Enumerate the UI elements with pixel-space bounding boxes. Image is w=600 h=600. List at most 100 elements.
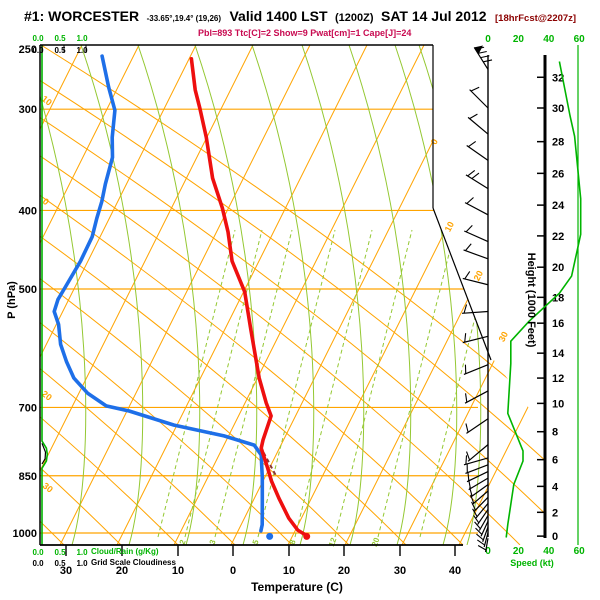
height-tick-label: 14 — [552, 348, 565, 360]
barb-feather — [473, 515, 480, 524]
speed-tick-label-bottom: 0 — [485, 546, 491, 557]
speed-tick-label-top: 0 — [485, 34, 491, 45]
pressure-tick-label: 300 — [19, 104, 37, 116]
moist-adiabat-line — [40, 45, 87, 545]
barb-feather — [469, 487, 473, 497]
cloud-rain-scale-tick: 0.0 — [32, 34, 44, 43]
mixing-ratio-line — [334, 229, 413, 538]
barb-feather — [463, 304, 468, 314]
wind-barb — [463, 457, 489, 466]
grid-cloud-scale-tick-bottom: 0.0 — [32, 559, 44, 568]
grid-cloud-scale-tick-top: 0.0 — [32, 46, 44, 55]
surface-temp-dot — [303, 532, 311, 540]
mixing-ratio-label: 8 — [288, 538, 298, 546]
plot-diagonal-border — [432, 207, 492, 361]
barb-feather — [467, 471, 470, 481]
barb-feather — [470, 86, 480, 92]
valid-date: SAT 14 Jul 2012 — [380, 8, 487, 24]
adiabat-label: 20 — [40, 389, 54, 403]
isotherm-label: 0 — [429, 137, 440, 146]
barb-feather — [465, 224, 473, 233]
speed-tick-label-top: 20 — [513, 34, 525, 45]
mixing-ratio-line — [377, 229, 456, 538]
barb-feather — [465, 243, 472, 252]
barb-feather — [464, 333, 467, 343]
temperature-tick-label: 0 — [230, 565, 236, 577]
isotherm-line — [458, 45, 545, 545]
temperature-tick-label: 40 — [449, 565, 461, 577]
wind-barb — [467, 116, 489, 135]
barb-feather — [465, 393, 468, 403]
barb-feather — [476, 533, 484, 541]
pressure-tick-label: 500 — [19, 284, 37, 296]
moist-adiabat-line — [137, 45, 201, 545]
mixing-ratio-label: 2 — [178, 538, 188, 546]
wind-barb — [471, 490, 489, 505]
wind-barb — [464, 202, 489, 216]
height-tick-label: 24 — [552, 200, 565, 212]
temperature-tick-label: 20 — [116, 565, 128, 577]
wind-barb — [466, 418, 489, 434]
barb-feather — [476, 539, 486, 546]
pressure-axis-title: P (hPa) — [6, 281, 18, 319]
barb-feather — [465, 455, 468, 465]
grid-cloud-scale-tick-top: 0.5 — [54, 46, 66, 55]
mixing-ratio-label: 12 — [327, 536, 339, 548]
dewpoint-curve — [52, 54, 265, 533]
moist-adiabat-line — [301, 45, 365, 545]
speed-tick-label-top: 40 — [543, 34, 555, 45]
height-tick-label: 2 — [552, 507, 558, 519]
isotherm-line — [173, 45, 425, 545]
dry-adiabat-line — [40, 45, 545, 545]
adiabat-label: 0 — [41, 196, 51, 207]
wind-barb — [477, 509, 489, 525]
dry-adiabat-line — [40, 45, 407, 545]
temperature-axis-title: Temperature (C) — [251, 580, 343, 594]
cloud-rain-profile — [41, 45, 49, 545]
wind-speed-curve — [505, 61, 582, 538]
mixing-ratio-line — [294, 229, 373, 538]
pressure-tick-label: 1000 — [13, 528, 37, 540]
moist-adiabat-line — [394, 45, 458, 545]
barb-feather — [468, 479, 471, 489]
dry-adiabat-line — [40, 45, 521, 545]
mixing-ratio-line — [214, 229, 293, 538]
wind-barb — [466, 145, 489, 161]
mixing-ratio-label: 3 — [208, 538, 218, 546]
skewt-grid — [40, 45, 545, 545]
mixing-ratio-line — [184, 229, 263, 538]
grid-cloud-scale-label: Grid Scale Cloudiness — [91, 558, 176, 567]
height-tick-label: 8 — [552, 427, 558, 439]
height-tick-label: 20 — [552, 262, 564, 274]
barb-feather — [468, 141, 477, 148]
pressure-tick-label: 250 — [19, 44, 37, 56]
barb-feather — [474, 521, 481, 530]
temperature-tick-label: 10 — [283, 565, 295, 577]
cloud-rain-scale-tick: 0.5 — [54, 34, 66, 43]
wind-barb — [464, 390, 489, 404]
wind-barb — [466, 470, 489, 483]
mixing-ratio-label: 20 — [370, 536, 382, 548]
cloud-rain-scale-tick-bottom: 0.5 — [54, 548, 66, 557]
grid-cloud-scale-tick-bottom: 0.5 — [54, 559, 66, 568]
pressure-tick-label: 400 — [19, 205, 37, 217]
wind-barb — [462, 310, 489, 314]
speed-axis-title: Speed (kt) — [510, 558, 554, 568]
dry-adiabat-line — [40, 45, 350, 545]
cloud-rain-scale-label: Cloud/Rain (g/Kg) — [91, 547, 159, 556]
dry-adiabat-line — [40, 45, 122, 545]
speed-tick-label-bottom: 60 — [574, 546, 586, 557]
temperature-tick-label: 20 — [338, 565, 350, 577]
wind-barb — [465, 464, 489, 474]
height-tick-label: 32 — [552, 72, 564, 84]
isotherm-label: 20 — [472, 269, 485, 282]
wind-barb — [463, 364, 489, 376]
height-tick-label: 28 — [552, 137, 564, 149]
speed-tick-label-bottom: 20 — [513, 546, 525, 557]
dry-adiabat-line — [40, 45, 464, 545]
height-axis-title: Height (1000 Feet) — [525, 252, 537, 348]
speed-tick-label-bottom: 40 — [543, 546, 555, 557]
dry-adiabat-line — [40, 45, 179, 545]
